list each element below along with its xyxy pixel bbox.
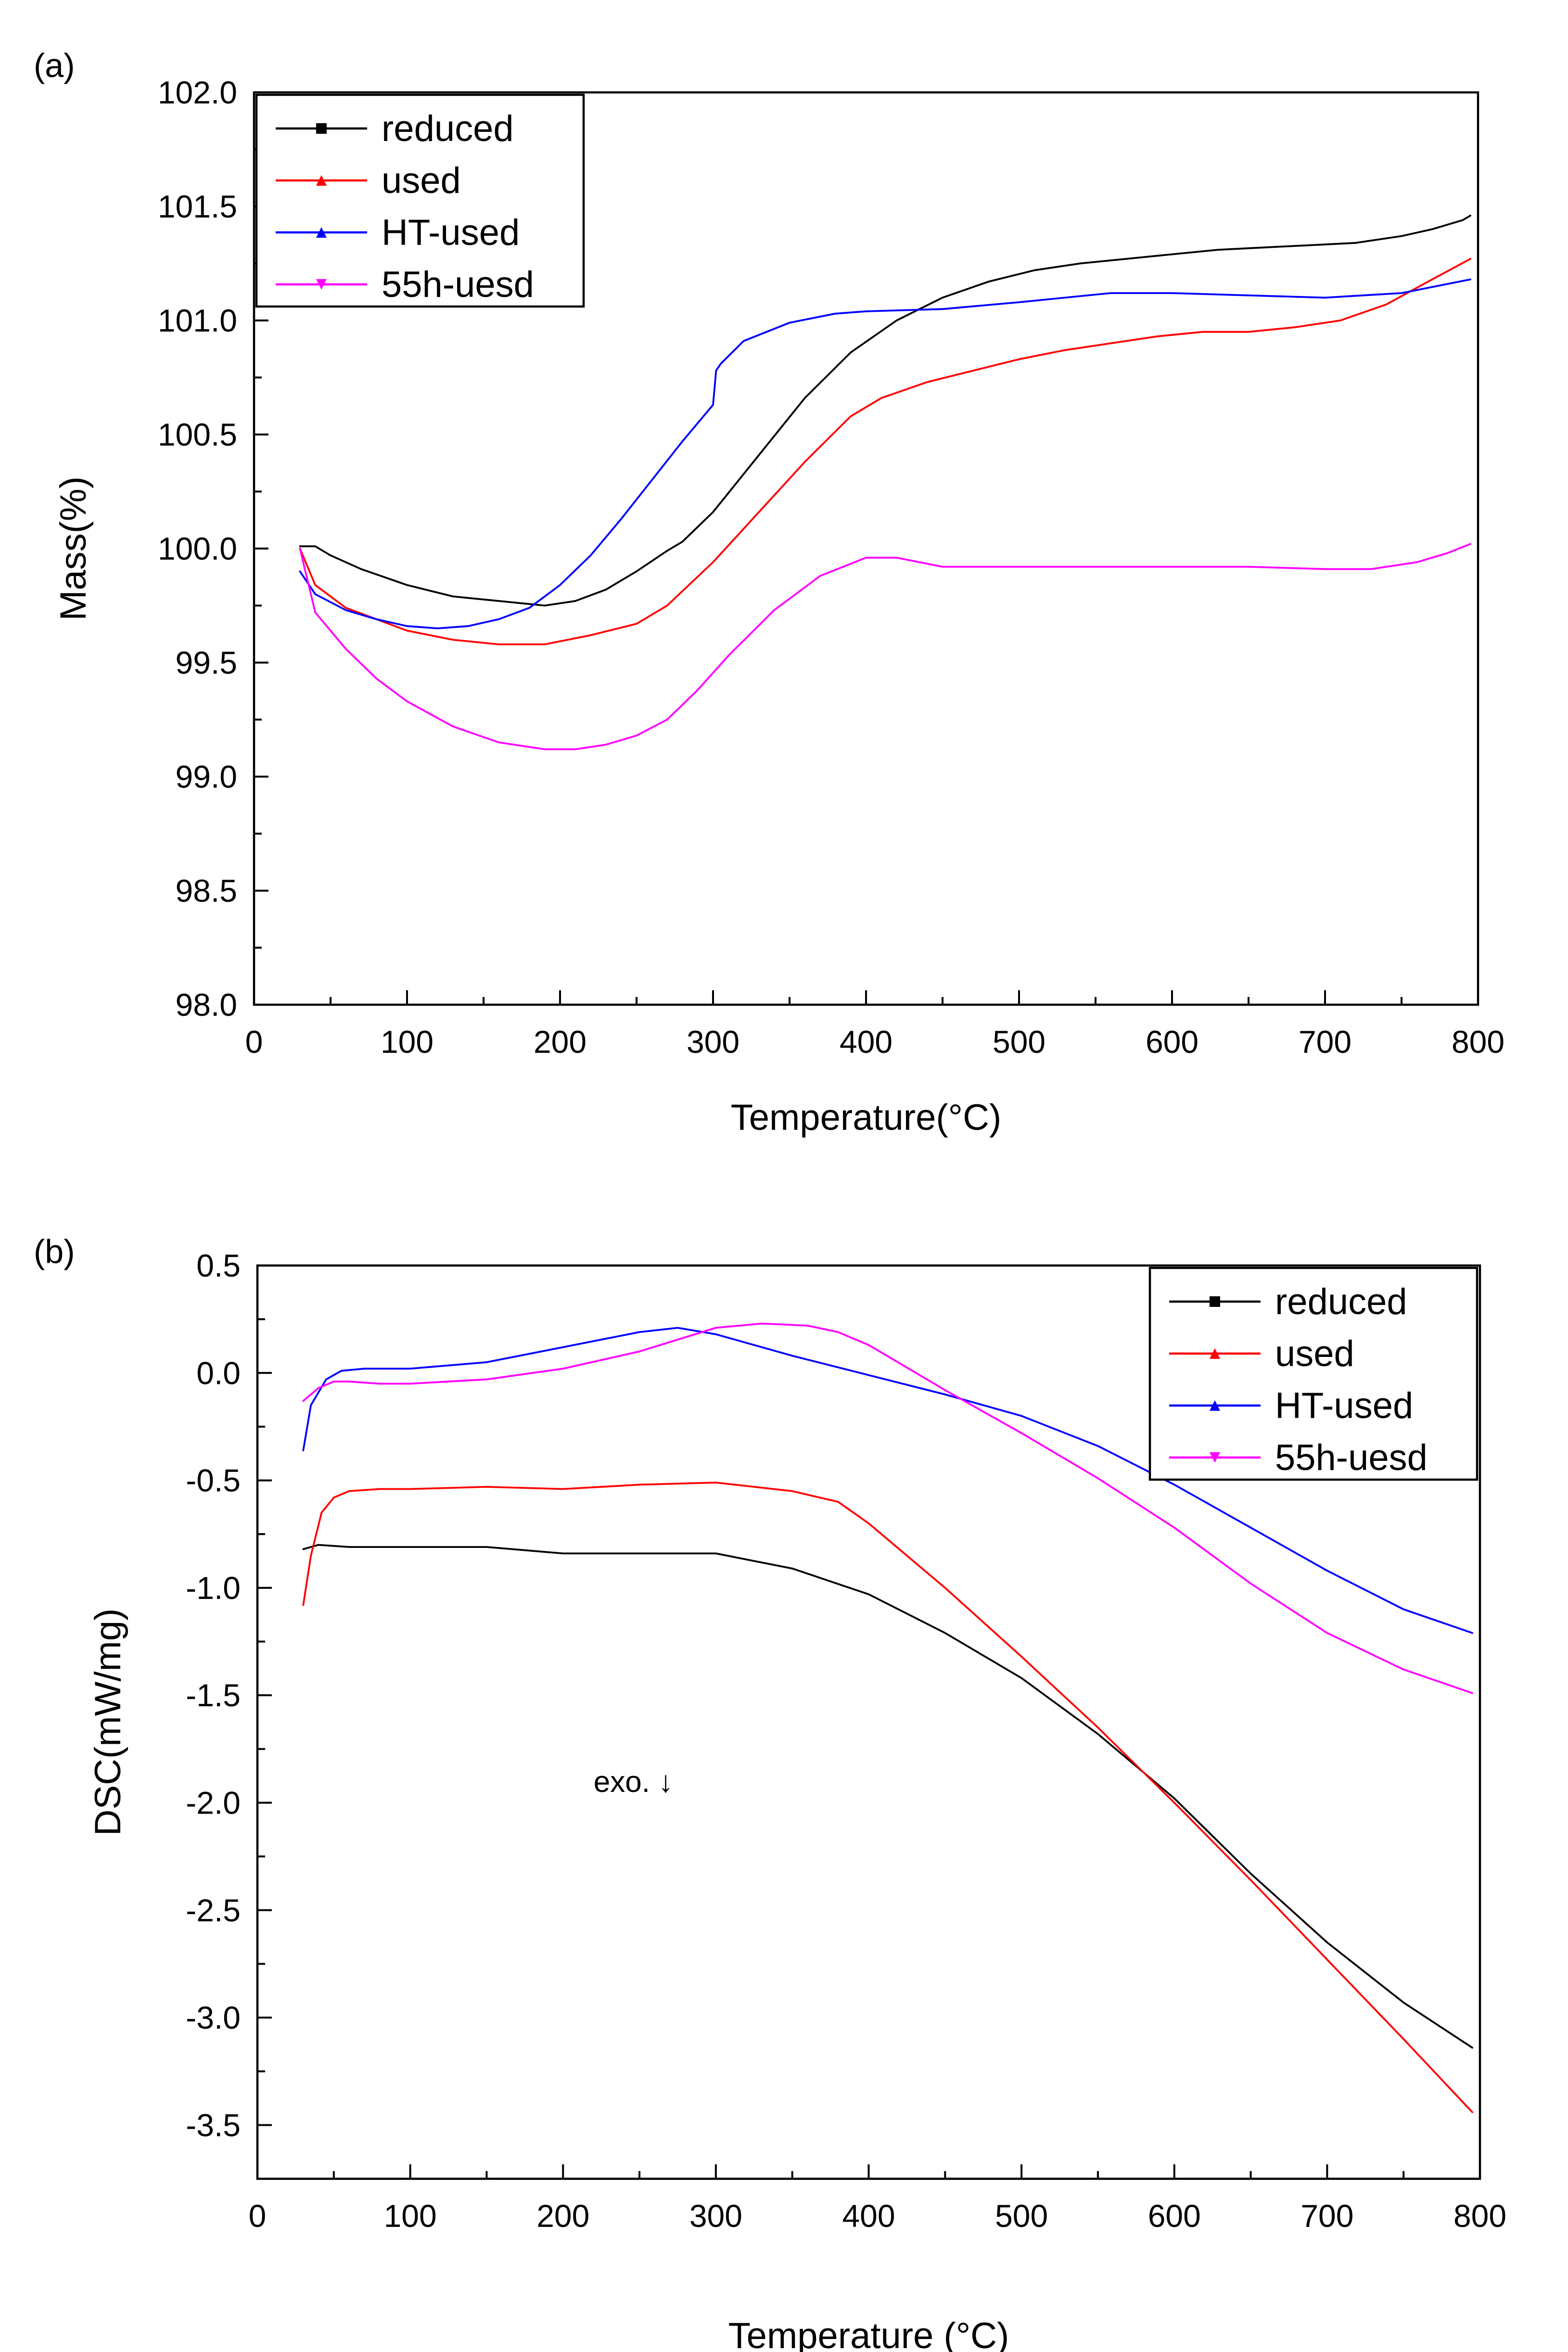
y-tick-label: 101.5 — [158, 189, 237, 224]
x-tick-label: 300 — [687, 1024, 739, 1060]
legend-marker-triangle-up — [1210, 1400, 1220, 1411]
x-tick-label: 300 — [689, 2198, 742, 2234]
legend-entry-used: used — [276, 160, 461, 201]
legend-label: used — [382, 160, 461, 201]
x-tick-label: 200 — [536, 2198, 589, 2234]
legend: reduced used HT-used 55h-uesd — [255, 93, 585, 308]
x-tick-label: 700 — [1299, 1024, 1351, 1060]
y-tick-label: -2.5 — [186, 1892, 241, 1928]
legend-label: 55h-uesd — [1275, 1437, 1428, 1478]
legend-marker-triangle-up — [316, 175, 327, 186]
series-line-55h-uesd — [302, 1322, 1474, 1694]
x-tick-label: 0 — [249, 2198, 267, 2234]
series-line-ht-used — [302, 1327, 1474, 1634]
y-tick-label: -1.0 — [186, 1570, 241, 1606]
series-line-reduced — [299, 215, 1472, 607]
y-tick-label: 98.0 — [176, 987, 237, 1023]
legend-label: used — [1275, 1333, 1354, 1374]
y-tick-label: 101.0 — [158, 303, 237, 338]
legend-label: HT-used — [382, 212, 520, 253]
legend-marker-triangle-up — [316, 227, 327, 238]
legend-entry-ht-used: HT-used — [1169, 1385, 1413, 1426]
legend-box — [1148, 1266, 1479, 1481]
legend-label: HT-used — [1275, 1385, 1413, 1426]
legend-label: reduced — [1275, 1281, 1407, 1322]
y-tick-label: 98.5 — [176, 873, 237, 908]
x-tick-label: 0 — [245, 1024, 263, 1060]
x-axis-title: Temperature (°C) — [728, 2315, 1009, 2352]
series-line-ht-used — [299, 278, 1472, 629]
x-tick-label: 600 — [1146, 1024, 1198, 1060]
y-axis-title: Mass(%) — [53, 476, 94, 621]
y-tick-label: 0.0 — [196, 1355, 241, 1391]
legend-entry-55h-uesd: 55h-uesd — [1169, 1437, 1428, 1478]
x-tick-label: 100 — [381, 1024, 433, 1060]
legend-entry-ht-used: HT-used — [276, 212, 520, 253]
y-tick-label: 99.0 — [176, 759, 237, 794]
legend-entry-reduced: reduced — [276, 108, 514, 149]
legend-box — [255, 93, 585, 308]
series-line-reduced — [302, 1544, 1474, 2049]
series-line-used — [299, 258, 1472, 645]
panel-label: (b) — [34, 1233, 75, 1270]
legend-entry-55h-uesd: 55h-uesd — [276, 264, 534, 305]
legend-marker-triangle-up — [1210, 1348, 1220, 1359]
panel-a-chart: 0 100 200 300 400 500 600 700 800 98.0 98.5 99.0 99.… — [34, 47, 1504, 1138]
y-tick-label: -2.0 — [186, 1785, 241, 1820]
y-tick-label: 99.5 — [176, 645, 237, 680]
y-tick-label: 0.5 — [196, 1248, 241, 1283]
legend-marker-triangle-down — [1210, 1452, 1220, 1463]
x-tick-label: 800 — [1452, 1024, 1504, 1060]
series-line-55h-uesd — [299, 543, 1472, 750]
x-tick-label: 600 — [1148, 2198, 1201, 2234]
legend-label: 55h-uesd — [382, 264, 534, 305]
y-tick-label: 100.0 — [158, 531, 237, 566]
panel-b-chart: 0 100 200 300 400 500 600 700 800 0.5 0.0 -0.5 -1.0 -… — [34, 1233, 1506, 2352]
y-tick-label: 100.5 — [158, 417, 237, 452]
legend-entry-used: used — [1169, 1333, 1354, 1374]
legend-marker-square — [316, 123, 327, 134]
y-tick-label: -0.5 — [186, 1463, 241, 1498]
x-tick-label: 400 — [840, 1024, 892, 1060]
x-tick-label: 700 — [1300, 2198, 1353, 2234]
y-tick-label: -3.0 — [186, 2000, 241, 2035]
x-tick-label: 500 — [995, 2198, 1048, 2234]
y-axis-title: DSC(mW/mg) — [88, 1609, 128, 1836]
x-tick-label: 800 — [1453, 2198, 1506, 2234]
x-tick-label: 200 — [534, 1024, 586, 1060]
legend: reduced used HT-used 55h-uesd — [1148, 1266, 1479, 1481]
y-tick-label: -1.5 — [186, 1677, 241, 1713]
x-tick-label: 500 — [993, 1024, 1045, 1060]
series-line-used — [302, 1482, 1474, 2113]
legend-marker-triangle-down — [316, 279, 327, 290]
x-tick-label: 400 — [842, 2198, 895, 2234]
y-tick-label: -3.5 — [186, 2107, 241, 2143]
panel-label: (a) — [34, 47, 75, 84]
exotherm-annotation: exo. ↓ — [594, 1765, 673, 1799]
y-tick-label: 102.0 — [158, 75, 237, 110]
x-axis-title: Temperature(°C) — [731, 1097, 1002, 1138]
legend-label: reduced — [382, 108, 514, 149]
legend-marker-square — [1210, 1296, 1220, 1307]
x-tick-label: 100 — [384, 2198, 437, 2234]
legend-entry-reduced: reduced — [1169, 1281, 1407, 1322]
